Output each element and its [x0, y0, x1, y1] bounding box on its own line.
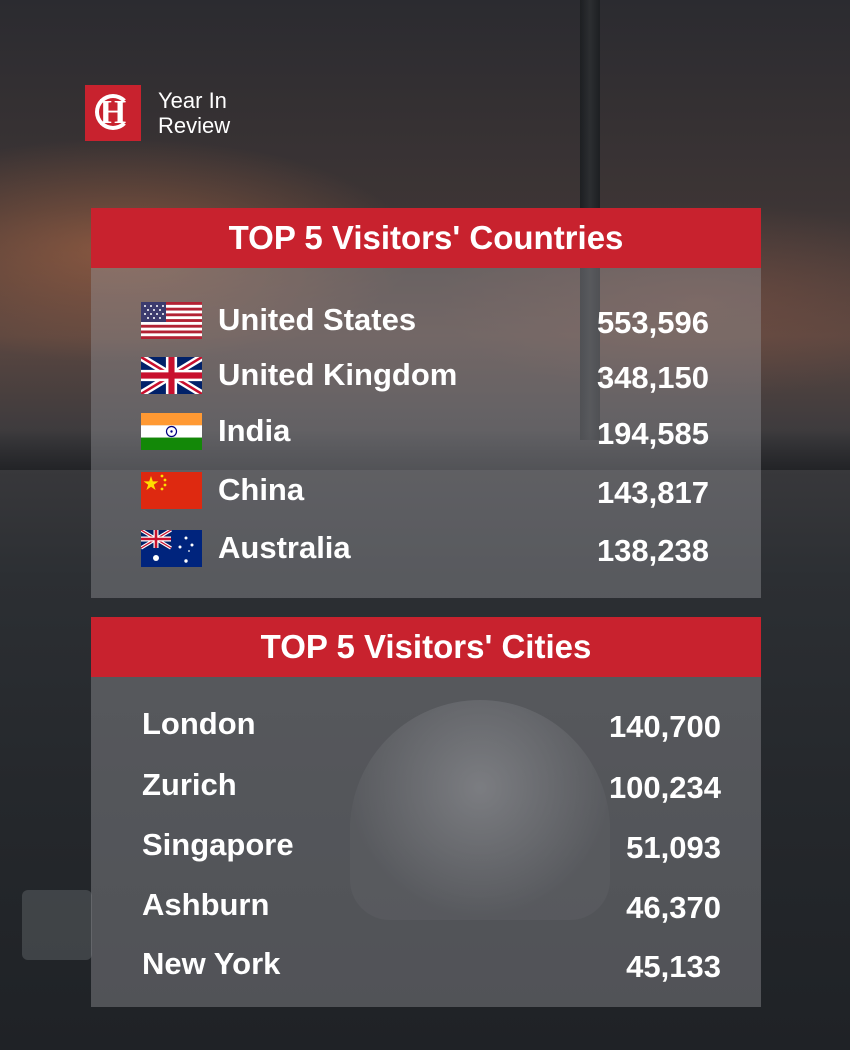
logo-title-line2: Review — [158, 113, 231, 138]
city-name: New York — [142, 946, 281, 981]
country-name: United States — [218, 302, 417, 337]
india-flag-icon — [141, 413, 202, 450]
country-row: United States 553,596 — [91, 300, 761, 340]
cities-panel-title: TOP 5 Visitors' Cities — [91, 617, 761, 677]
logo-mark-icon: H — [85, 85, 141, 141]
country-name: United Kingdom — [218, 357, 458, 392]
logo-text: Year In Review — [158, 88, 230, 138]
background-airplane — [350, 700, 610, 920]
country-name: India — [218, 413, 291, 448]
city-value: 45,133 — [626, 949, 721, 984]
us-flag-icon — [141, 302, 202, 339]
city-name: London — [142, 706, 256, 741]
city-row: London 140,700 — [91, 704, 761, 744]
china-flag-icon — [141, 472, 202, 509]
country-value: 553,596 — [596, 305, 709, 340]
country-value: 194,585 — [596, 416, 709, 451]
country-name: Australia — [218, 530, 351, 565]
city-value: 100,234 — [608, 770, 721, 805]
city-row: Singapore 51,093 — [91, 825, 761, 865]
country-row: China 143,817 — [91, 470, 761, 510]
country-value: 143,817 — [596, 475, 709, 510]
city-row: Zurich 100,234 — [91, 765, 761, 805]
brand-logo: H Year In Review — [85, 85, 230, 141]
countries-panel-title: TOP 5 Visitors' Countries — [91, 208, 761, 268]
logo-title-line1: Year In — [158, 88, 227, 113]
cities-panel: TOP 5 Visitors' Cities London 140,700 Zu… — [91, 617, 761, 1007]
city-value: 140,700 — [608, 709, 721, 744]
city-row: New York 45,133 — [91, 944, 761, 984]
countries-panel: TOP 5 Visitors' Countries United States … — [91, 208, 761, 598]
city-value: 46,370 — [626, 890, 721, 925]
city-name: Singapore — [142, 827, 294, 862]
australia-flag-icon — [141, 530, 202, 567]
country-value: 138,238 — [596, 533, 709, 568]
uk-flag-icon — [141, 357, 202, 394]
country-row: Australia 138,238 — [91, 528, 761, 568]
country-value: 348,150 — [596, 360, 709, 395]
background-vehicle — [22, 890, 92, 960]
city-name: Ashburn — [142, 887, 270, 922]
logo-letter: H — [99, 94, 127, 131]
country-row: United Kingdom 348,150 — [91, 355, 761, 395]
country-row: India 194,585 — [91, 411, 761, 451]
country-name: China — [218, 472, 305, 507]
city-row: Ashburn 46,370 — [91, 885, 761, 925]
city-value: 51,093 — [626, 830, 721, 865]
city-name: Zurich — [142, 767, 237, 802]
